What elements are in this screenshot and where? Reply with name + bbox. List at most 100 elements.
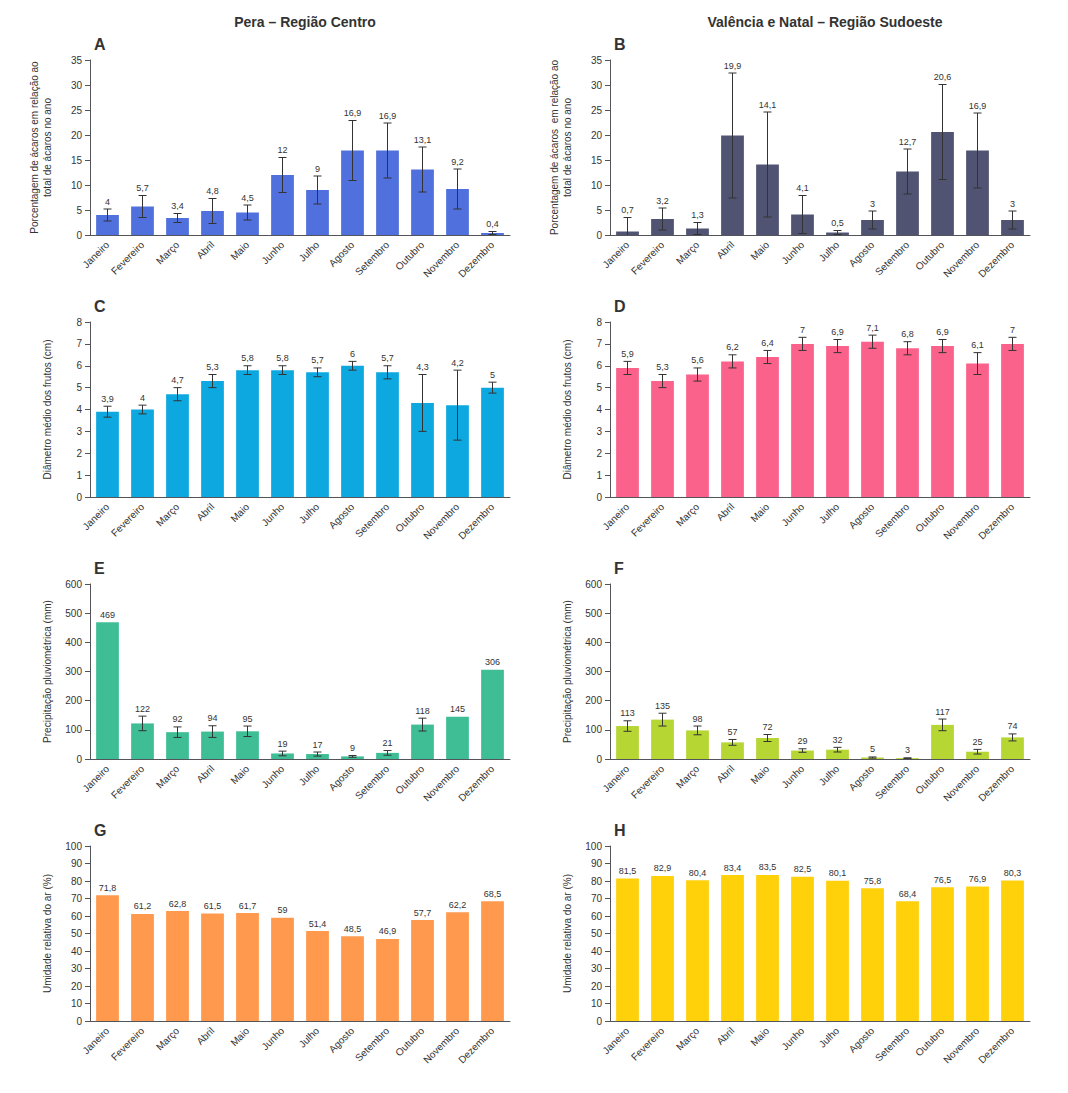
svg-text:Maio: Maio xyxy=(748,1025,771,1048)
svg-text:100: 100 xyxy=(585,724,602,735)
svg-text:9,2: 9,2 xyxy=(451,157,464,167)
svg-text:Janeiro: Janeiro xyxy=(600,1025,631,1056)
svg-text:10: 10 xyxy=(71,180,83,191)
svg-text:Julho: Julho xyxy=(297,501,322,526)
svg-text:Diâmetro médio dos frutos (cm): Diâmetro médio dos frutos (cm) xyxy=(42,339,53,479)
svg-text:60: 60 xyxy=(71,911,83,922)
svg-text:8: 8 xyxy=(596,317,602,328)
svg-text:21: 21 xyxy=(382,738,392,748)
svg-text:13,1: 13,1 xyxy=(414,135,432,145)
svg-text:98: 98 xyxy=(692,714,702,724)
svg-text:62,8: 62,8 xyxy=(169,899,187,909)
svg-text:Setembro: Setembro xyxy=(353,763,392,802)
svg-text:4,3: 4,3 xyxy=(416,362,429,372)
svg-text:469: 469 xyxy=(100,610,115,620)
svg-text:118: 118 xyxy=(415,706,429,716)
svg-text:30: 30 xyxy=(591,80,603,91)
svg-text:95: 95 xyxy=(242,714,252,724)
svg-text:600: 600 xyxy=(585,579,602,590)
svg-text:Setembro: Setembro xyxy=(873,1025,912,1064)
svg-text:Dezembro: Dezembro xyxy=(976,239,1017,280)
svg-text:74: 74 xyxy=(1007,721,1017,731)
svg-text:F: F xyxy=(614,560,624,577)
svg-text:Novembro: Novembro xyxy=(421,763,462,804)
svg-text:C: C xyxy=(94,298,106,315)
svg-text:59: 59 xyxy=(277,905,287,915)
svg-text:Dezembro: Dezembro xyxy=(456,239,497,280)
svg-text:25: 25 xyxy=(972,737,982,747)
svg-text:61,7: 61,7 xyxy=(239,901,257,911)
svg-text:Maio: Maio xyxy=(228,1025,251,1048)
svg-text:5,3: 5,3 xyxy=(656,362,669,372)
svg-text:60: 60 xyxy=(591,911,603,922)
svg-text:Outubro: Outubro xyxy=(913,501,947,535)
svg-text:Precipitação pluviométrica (mm: Precipitação pluviométrica (mm) xyxy=(42,600,53,743)
svg-text:3: 3 xyxy=(76,426,82,437)
svg-text:50: 50 xyxy=(71,928,83,939)
svg-text:6,2: 6,2 xyxy=(726,342,739,352)
svg-text:300: 300 xyxy=(65,666,82,677)
svg-text:Maio: Maio xyxy=(228,239,251,262)
svg-text:Precipitação pluviométrica (mm: Precipitação pluviométrica (mm) xyxy=(562,600,573,743)
svg-text:total de ácaros no ano: total de ácaros no ano xyxy=(42,98,53,197)
svg-text:Porcentagem de ácaros em rela: Porcentagem de ácaros em relação ao xyxy=(549,60,560,236)
svg-text:20: 20 xyxy=(71,130,83,141)
svg-text:Agosto: Agosto xyxy=(847,501,877,531)
svg-text:Novembro: Novembro xyxy=(421,1025,462,1066)
svg-text:100: 100 xyxy=(65,724,82,735)
svg-text:Setembro: Setembro xyxy=(353,1025,392,1064)
svg-text:A: A xyxy=(94,36,106,53)
svg-text:7: 7 xyxy=(596,338,602,349)
svg-text:72: 72 xyxy=(762,722,772,732)
svg-text:70: 70 xyxy=(71,893,83,904)
svg-text:7: 7 xyxy=(800,325,805,335)
svg-text:5: 5 xyxy=(870,744,875,754)
svg-text:122: 122 xyxy=(135,704,150,714)
svg-text:400: 400 xyxy=(65,637,82,648)
svg-text:0,5: 0,5 xyxy=(831,218,844,228)
svg-text:Março: Março xyxy=(674,501,702,529)
svg-text:4,5: 4,5 xyxy=(241,193,254,203)
svg-text:Julho: Julho xyxy=(297,239,322,264)
svg-text:Abril: Abril xyxy=(194,1025,216,1047)
svg-text:80,1: 80,1 xyxy=(829,868,847,878)
svg-text:Setembro: Setembro xyxy=(353,239,392,278)
svg-text:25: 25 xyxy=(591,105,603,116)
svg-text:Novembro: Novembro xyxy=(941,239,982,280)
svg-text:Fevereiro: Fevereiro xyxy=(109,763,147,801)
svg-text:3,4: 3,4 xyxy=(171,201,184,211)
svg-text:51,4: 51,4 xyxy=(309,919,327,929)
svg-text:3: 3 xyxy=(870,199,875,209)
svg-text:400: 400 xyxy=(585,637,602,648)
svg-text:600: 600 xyxy=(65,579,82,590)
svg-text:Fevereiro: Fevereiro xyxy=(629,501,667,539)
svg-text:Abril: Abril xyxy=(194,501,216,523)
svg-text:Fevereiro: Fevereiro xyxy=(109,239,147,277)
svg-text:5,8: 5,8 xyxy=(276,353,289,363)
svg-text:Umidade relativa do ar (%): Umidade relativa do ar (%) xyxy=(42,874,53,993)
svg-text:25: 25 xyxy=(71,105,83,116)
svg-text:9: 9 xyxy=(315,164,320,174)
svg-text:3,2: 3,2 xyxy=(656,196,669,206)
svg-text:8: 8 xyxy=(76,317,82,328)
svg-text:82,9: 82,9 xyxy=(654,863,672,873)
svg-text:4: 4 xyxy=(105,197,110,207)
svg-text:0: 0 xyxy=(76,754,82,765)
svg-text:Junho: Junho xyxy=(779,1025,806,1052)
svg-text:5: 5 xyxy=(596,205,602,216)
svg-text:Junho: Junho xyxy=(779,501,806,528)
svg-text:80,3: 80,3 xyxy=(1004,868,1022,878)
svg-text:10: 10 xyxy=(591,998,603,1009)
svg-text:Setembro: Setembro xyxy=(873,763,912,802)
svg-text:48,5: 48,5 xyxy=(344,924,362,934)
svg-text:Julho: Julho xyxy=(817,1025,842,1050)
svg-text:H: H xyxy=(614,822,626,839)
svg-text:5,8: 5,8 xyxy=(241,353,254,363)
svg-text:Março: Março xyxy=(154,501,182,529)
svg-text:Outubro: Outubro xyxy=(913,239,947,273)
svg-text:82,5: 82,5 xyxy=(794,864,812,874)
svg-text:30: 30 xyxy=(71,963,83,974)
svg-text:3,9: 3,9 xyxy=(101,394,114,404)
svg-text:90: 90 xyxy=(591,858,603,869)
svg-text:Agosto: Agosto xyxy=(847,1025,877,1055)
